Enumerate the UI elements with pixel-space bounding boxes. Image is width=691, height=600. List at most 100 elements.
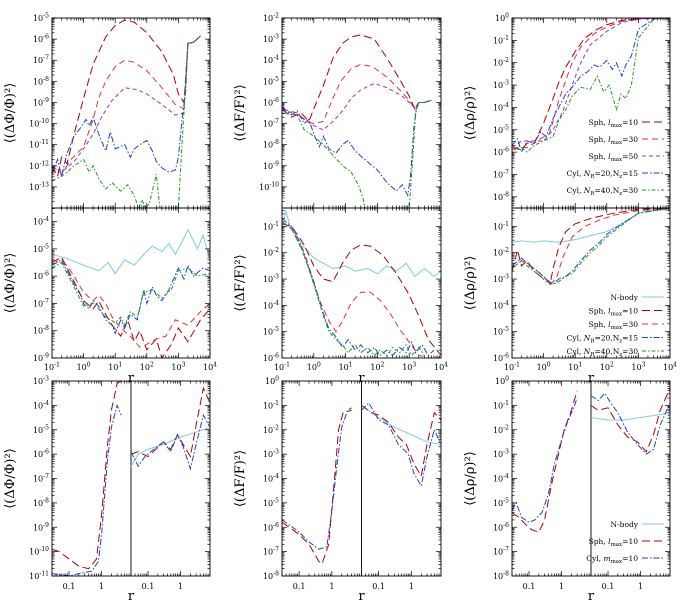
y-tick-label: 10-13: [29, 181, 49, 192]
panel-bottom-2: 0.1 1 0.1 1 10-8 10-7 10-6 10-5 10-4 10-3 10-2 10-1…: [233, 376, 442, 591]
y-tick-label: 10-3: [33, 376, 49, 387]
series-line: [512, 208, 670, 286]
y-tick-label: 10-8: [33, 76, 49, 87]
series-line: [52, 19, 201, 178]
series-line: [130, 386, 210, 458]
y-tick-label: 10-9: [33, 97, 49, 108]
y-tick-label: 10-10: [29, 118, 49, 129]
panel-bottom-1: 0.1 1 0.1 1 10-11 10-10 10-9 10-8 10-7 10-6 10-5 10…: [3, 376, 211, 591]
x-tick-label: 100: [307, 362, 321, 373]
x-tick-label: 100: [537, 362, 551, 373]
x-tick-label: 1: [409, 582, 414, 591]
x-tick-label: 104: [203, 362, 217, 373]
series-group: [512, 390, 578, 533]
y-tick-label: 10-9: [263, 160, 279, 171]
series-line: [512, 390, 578, 533]
y-tick-label: 10-8: [33, 325, 49, 336]
y-tick-label: 10-4: [263, 300, 279, 311]
y-tick-label: 10-7: [493, 169, 509, 180]
series-line: [52, 259, 210, 335]
y-tick-label: 10-1: [493, 221, 509, 232]
series-line: [512, 208, 670, 285]
legend-entry-label: Sph, lmax=30: [589, 320, 639, 331]
y-tick-label: 10-9: [33, 353, 49, 364]
series-group: [282, 407, 352, 565]
panel-top-1: 10-13 10-12 10-11 10-10 10-9 10-8 10-7 10-6 10-5…: [3, 13, 211, 209]
series-line: [130, 413, 210, 471]
y-tick-label: 10-6: [33, 271, 49, 282]
series-line: [512, 18, 670, 149]
y-tick-label: 10-11: [29, 571, 49, 582]
series-line: [282, 82, 432, 131]
y-tick-label: 10-8: [263, 571, 279, 582]
panel-top-2: 10-10 10-9 10-8 10-7 10-6 10-5 10-4 10-3 10-2 ⟨(Δ…: [233, 13, 442, 209]
legend-entry-label: Cyl, NR=20,Nz=15: [567, 169, 639, 180]
series-line: [52, 228, 210, 275]
y-axis-label: ⟨(ΔF/F)²⟩: [233, 450, 248, 507]
y-tick-label: 10-6: [263, 97, 279, 108]
legend-entry-label: Cyl, mmax=10: [586, 554, 638, 565]
legend-middle: N-body Sph, lmax=10 Sph, lmax=30 Cyl, NR=20…: [567, 293, 664, 358]
plot-frame: [281, 17, 442, 209]
y-tick-label: 10-5: [493, 124, 509, 135]
y-tick-label: 10-10: [29, 546, 49, 557]
series-line: [52, 35, 201, 208]
y-axis-label: ⟨(ΔΦ/Φ)²⟩: [3, 253, 18, 314]
series-line: [282, 407, 352, 550]
y-tick-label: 10-2: [493, 424, 509, 435]
x-tick-label: 1: [559, 582, 564, 591]
x-axis-label: r: [588, 371, 595, 386]
x-axis-label: r: [128, 589, 135, 600]
legend-entry-label: Sph, lmax=10: [589, 118, 639, 129]
y-tick-label: 10-3: [263, 34, 279, 45]
y-tick-label: 10-7: [263, 546, 279, 557]
y-tick-label: 10-8: [263, 139, 279, 150]
x-tick-label: 0.1: [293, 582, 306, 591]
y-tick-label: 10-4: [493, 300, 509, 311]
x-tick-label: 102: [140, 362, 154, 373]
y-axis-label: ⟨(ΔΦ/Φ)²⟩: [3, 448, 18, 509]
y-tick-label: 10-4: [33, 216, 49, 227]
series-group: [52, 19, 201, 208]
legend-entry-label: Cyl, NR=40,Nz=30: [567, 186, 639, 197]
x-tick-label: 0.1: [372, 582, 385, 591]
series-line: [52, 35, 201, 173]
y-tick-label: 10-9: [33, 522, 49, 533]
plot-frame: [51, 207, 211, 359]
y-tick-label: 10-5: [493, 497, 509, 508]
x-tick-label: 0.1: [63, 582, 76, 591]
plot-frame: [281, 380, 442, 577]
series-line: [52, 381, 122, 570]
series-line: [512, 18, 670, 151]
series-line: [282, 220, 429, 358]
panel-middle-2: 10-1 100 101 102 103 104 10-6 10-5 10-4 10-3 10-2 1…: [233, 207, 448, 373]
series-line: [282, 223, 441, 356]
series-line: [52, 259, 210, 348]
x-tick-label: 1: [99, 582, 104, 591]
legend-entry-label: Sph, lmax=10: [589, 307, 639, 318]
legend-entry-label: Cyl, NR=20,Nz=15: [567, 334, 639, 345]
y-tick-label: 10-4: [493, 102, 509, 113]
series-line: [590, 388, 670, 453]
x-axis-label: r: [358, 589, 365, 600]
y-axis-label: ⟨(ΔF/F)²⟩: [233, 254, 248, 311]
y-tick-label: 10-7: [33, 298, 49, 309]
series-line: [512, 397, 578, 523]
y-tick-label: 10-6: [263, 353, 279, 364]
x-tick-label: 101: [568, 362, 582, 373]
series-line: [52, 35, 201, 175]
series-line: [361, 404, 441, 445]
y-axis-label: ⟨(Δρ/ρ)²⟩: [463, 451, 478, 506]
series-line: [52, 403, 122, 576]
legend-entry-label: Sph, lmax=50: [589, 152, 639, 163]
y-tick-label: 10-6: [493, 353, 509, 364]
y-tick-label: 10-5: [263, 76, 279, 87]
series-line: [512, 208, 670, 285]
series-line: [512, 18, 670, 149]
series-line: [282, 99, 432, 197]
legend-bottom: N-body Sph, lmax=10 Cyl, mmax=10: [586, 520, 664, 565]
series-line: [512, 208, 670, 286]
x-axis-label: r: [358, 371, 365, 386]
y-tick-label: 10-7: [493, 546, 509, 557]
